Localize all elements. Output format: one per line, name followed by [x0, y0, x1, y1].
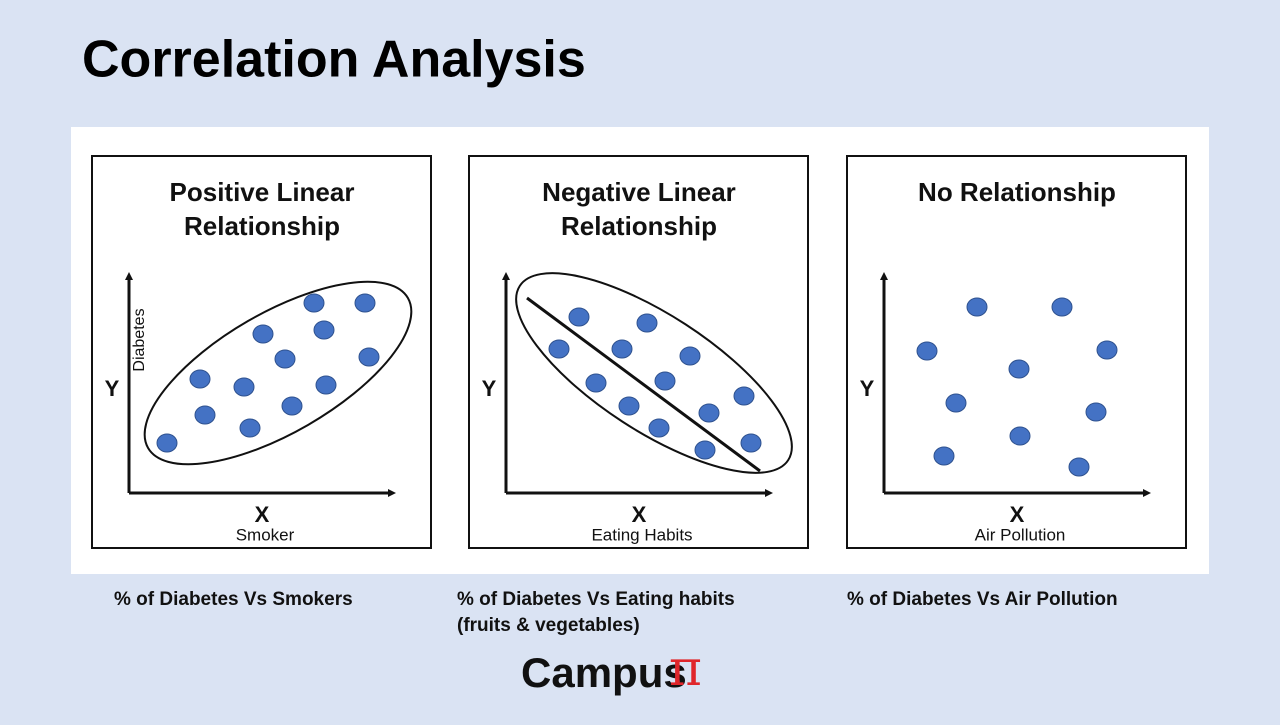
panel-frame	[468, 155, 809, 549]
x-axis-letter: X	[632, 502, 647, 527]
panel-caption: % of Diabetes Vs Eating habits	[457, 589, 735, 610]
trend-line	[526, 296, 761, 473]
x-axis-label: Air Pollution	[975, 525, 1066, 544]
panel-frame	[846, 155, 1187, 549]
panel-title: Negative Linear	[542, 177, 736, 207]
logo-symbol: π	[669, 639, 702, 697]
panel-caption: % of Diabetes Vs Smokers	[114, 589, 353, 610]
x-axis-label: Eating Habits	[591, 525, 692, 544]
y-axis-letter: Y	[860, 376, 875, 401]
dots	[548, 307, 762, 460]
panel-title: No Relationship	[918, 177, 1116, 207]
panel-title: Positive Linear	[170, 177, 355, 207]
cluster-ellipse	[515, 272, 793, 474]
panel-caption: % of Diabetes Vs Air Pollution	[847, 589, 1118, 610]
x-axis-letter: X	[1010, 502, 1025, 527]
panel-caption: (fruits & vegetables)	[457, 615, 640, 636]
logo-text: Campus	[521, 649, 687, 696]
cluster-ellipse	[143, 280, 413, 466]
dots	[916, 297, 1118, 477]
panel-title: Relationship	[561, 211, 717, 241]
x-axis-label: Smoker	[236, 525, 295, 544]
y-axis-letter: Y	[482, 376, 497, 401]
dots	[156, 293, 380, 453]
panel-title: Relationship	[184, 211, 340, 241]
slide-title: Correlation Analysis	[82, 31, 586, 89]
x-axis-letter: X	[255, 502, 270, 527]
y-axis-letter: Y	[105, 376, 120, 401]
logo: Campus π	[521, 639, 702, 697]
y-axis-label: Diabetes	[131, 308, 148, 371]
